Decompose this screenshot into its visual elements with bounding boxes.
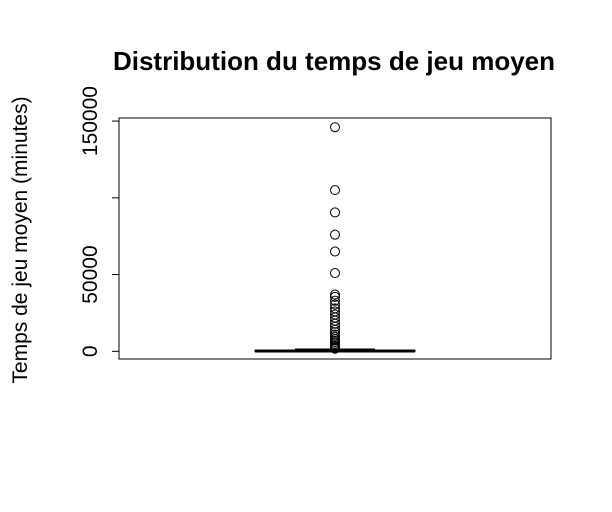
y-tick-label: 0 [79,345,102,357]
outlier-point [330,289,340,300]
outlier-point [330,295,340,306]
outlier-point [330,318,340,329]
plot-frame [118,117,552,360]
outlier-point [330,321,340,332]
y-tick-label: 150000 [79,86,102,156]
y-tick-label: 50000 [79,245,102,303]
outlier-point [330,185,340,196]
outlier-point [330,229,340,240]
outlier-point [330,246,340,257]
outlier-point [330,207,340,218]
outlier-point [330,327,340,338]
outlier-point [330,122,340,133]
y-axis-label: Temps de jeu moyen (minutes) [9,96,32,383]
outlier-point [330,268,340,279]
outlier-point [330,299,340,310]
outlier-point [330,331,340,342]
outlier-point [330,343,340,354]
y-axis: 0 50000 150000 [79,86,120,357]
outlier-points [330,122,340,354]
outlier-point [330,291,340,302]
chart-title: Distribution du temps de jeu moyen [113,46,555,76]
